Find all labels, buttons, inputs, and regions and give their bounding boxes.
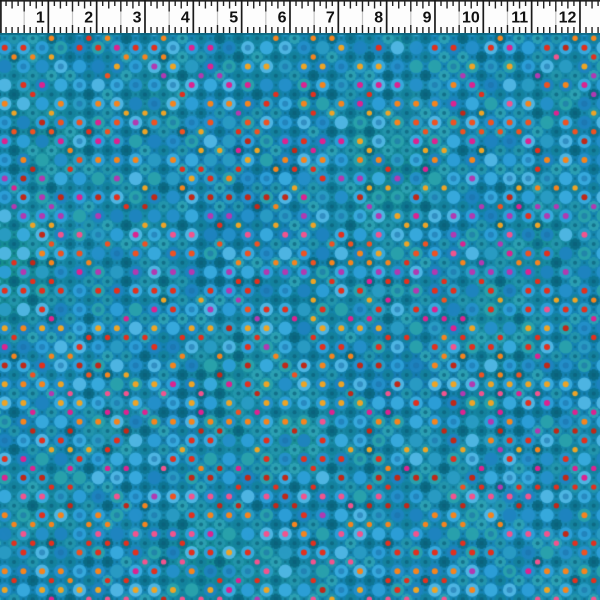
fabric-pattern-canvas	[0, 33, 600, 600]
ruler-number: 7	[326, 10, 335, 27]
ruler-number: 9	[423, 10, 432, 27]
ruler-number: 3	[133, 10, 142, 27]
ruler-number: 6	[278, 10, 287, 27]
ruler-number: 4	[181, 10, 190, 27]
ruler-number: 1	[36, 10, 45, 27]
ruler-number: 10	[462, 10, 480, 27]
ruler-number: 8	[374, 10, 383, 27]
ruler-number: 5	[229, 10, 238, 27]
ruler-number: 11	[511, 10, 528, 27]
ruler-number: 12	[559, 10, 577, 27]
fabric-swatch	[0, 33, 600, 600]
inch-ruler-graphic: 1 2 3 4 5 6 7 8 9 10 11 12	[0, 0, 600, 33]
inch-ruler: 1 2 3 4 5 6 7 8 9 10 11 12	[0, 0, 600, 33]
ruler-number: 2	[84, 10, 93, 27]
